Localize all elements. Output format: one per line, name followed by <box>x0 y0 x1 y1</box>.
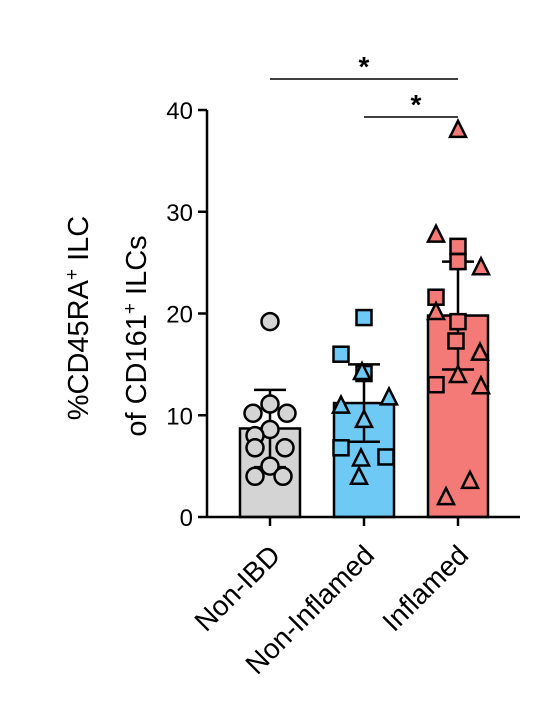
y-axis-label: %CD45RA+ ILC <box>62 216 96 421</box>
y-axis-label-line2-tail: ILCs <box>121 235 153 303</box>
point-inflamed-triangle-6 <box>470 374 492 395</box>
point-non-ibd-0 <box>260 311 280 332</box>
y-axis-label-line1-sup: + <box>62 269 83 280</box>
y-tick-label-4: 40 <box>166 98 193 125</box>
point-non-ibd-3 <box>277 403 297 423</box>
point-non-ibd-7 <box>275 438 295 458</box>
x-category-label-0: Non-IBD <box>188 539 286 637</box>
point-inflamed-triangle-3 <box>425 300 447 321</box>
y-axis-label-line1-tail: ILC <box>63 216 95 269</box>
x-category-label-2: Inflamed <box>376 539 474 637</box>
y-axis-label-line1-main: %CD45RA <box>63 279 95 420</box>
svg-text:%CD45RA+ ILC: %CD45RA+ ILC <box>62 216 96 421</box>
point-non-ibd-9 <box>245 466 265 487</box>
point-inflamed-triangle-4 <box>469 340 491 361</box>
point-non-inflamed-square-3 <box>332 439 350 457</box>
point-non-ibd-2 <box>243 403 263 423</box>
point-non-ibd-10 <box>273 466 293 487</box>
point-non-ibd-8 <box>260 456 280 476</box>
point-non-inflamed-triangle-3 <box>353 408 375 429</box>
point-inflamed-triangle-8 <box>435 485 457 506</box>
point-inflamed-triangle-7 <box>459 469 481 490</box>
y-tick-label-1: 10 <box>166 403 193 430</box>
point-non-inflamed-triangle-5 <box>348 465 370 486</box>
point-non-ibd-1 <box>260 394 280 414</box>
y-tick-label-3: 30 <box>166 200 193 227</box>
point-non-inflamed-triangle-1 <box>378 385 400 406</box>
point-inflamed-square-0 <box>449 237 467 256</box>
point-inflamed-triangle-2 <box>470 255 492 276</box>
significance-star-1: * <box>411 89 422 120</box>
svg-text:of CD161+ ILCs: of CD161+ ILCs <box>120 235 154 436</box>
y-tick-label-2: 20 <box>166 302 193 329</box>
y-tick-label-0: 0 <box>180 505 193 532</box>
y-axis-label-2: of CD161+ ILCs <box>120 235 154 436</box>
point-non-inflamed-square-0 <box>355 308 373 327</box>
point-inflamed-square-1 <box>449 252 467 271</box>
point-inflamed-triangle-1 <box>425 222 447 243</box>
point-non-ibd-6 <box>245 438 265 458</box>
point-non-inflamed-square-4 <box>377 448 395 466</box>
point-inflamed-triangle-0 <box>447 118 469 139</box>
significance-star-0: * <box>359 51 370 82</box>
y-axis-label-line2-sup: + <box>120 303 141 314</box>
point-inflamed-triangle-5 <box>447 363 469 384</box>
point-inflamed-square-3 <box>449 312 467 331</box>
point-non-inflamed-triangle-2 <box>330 393 352 414</box>
point-non-inflamed-square-1 <box>332 345 350 363</box>
point-inflamed-square-5 <box>427 375 445 394</box>
point-inflamed-square-4 <box>447 332 465 350</box>
point-non-inflamed-triangle-4 <box>350 446 372 467</box>
point-non-inflamed-triangle-0 <box>351 360 373 381</box>
y-axis-label-line2-main: of CD161 <box>121 314 153 437</box>
